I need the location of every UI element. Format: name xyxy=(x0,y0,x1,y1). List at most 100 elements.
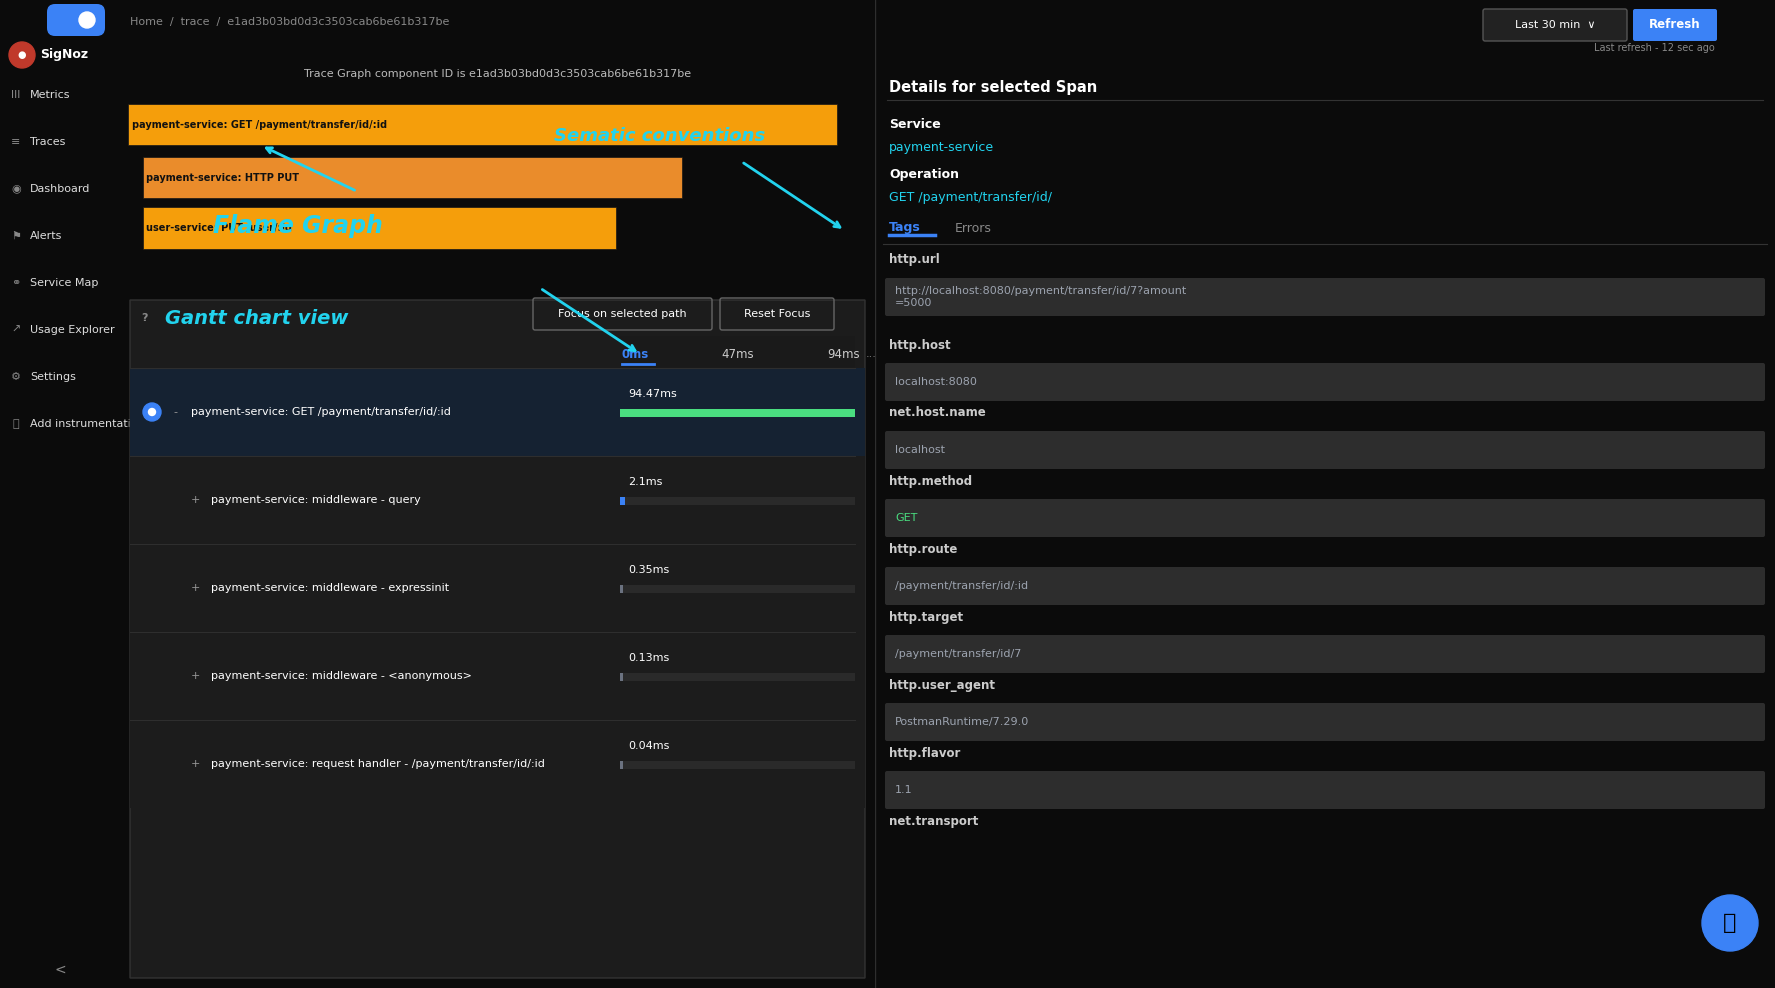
Text: Reset Focus: Reset Focus xyxy=(744,309,809,319)
Text: http.flavor: http.flavor xyxy=(889,747,960,760)
FancyBboxPatch shape xyxy=(130,720,864,808)
Text: ...: ... xyxy=(866,349,877,359)
Text: http://localhost:8080/payment/transfer/id/7?amount
=5000: http://localhost:8080/payment/transfer/i… xyxy=(895,287,1186,308)
Text: ⚙: ⚙ xyxy=(11,372,21,382)
Text: +: + xyxy=(190,495,199,505)
FancyBboxPatch shape xyxy=(130,368,864,456)
Text: Last 30 min  ∨: Last 30 min ∨ xyxy=(1514,20,1596,30)
Text: http.user_agent: http.user_agent xyxy=(889,679,996,692)
Text: payment-service: middleware - <anonymous>: payment-service: middleware - <anonymous… xyxy=(211,671,472,681)
Text: http.target: http.target xyxy=(889,611,964,623)
Text: Home  /  trace  /  e1ad3b03bd0d3c3503cab6be61b317be: Home / trace / e1ad3b03bd0d3c3503cab6be6… xyxy=(130,18,449,28)
Text: ?: ? xyxy=(142,313,149,323)
Text: http.method: http.method xyxy=(889,474,973,487)
FancyBboxPatch shape xyxy=(619,409,856,417)
FancyBboxPatch shape xyxy=(619,336,856,370)
FancyBboxPatch shape xyxy=(886,278,1764,316)
Text: user-service: PUT /user/:id: user-service: PUT /user/:id xyxy=(147,223,293,233)
FancyBboxPatch shape xyxy=(130,544,864,632)
FancyBboxPatch shape xyxy=(619,409,856,417)
Text: http.host: http.host xyxy=(889,339,951,352)
FancyBboxPatch shape xyxy=(619,585,623,593)
Text: -: - xyxy=(172,407,178,417)
Text: <: < xyxy=(55,963,66,977)
FancyBboxPatch shape xyxy=(142,207,616,249)
Text: 1.1: 1.1 xyxy=(895,785,912,795)
Text: payment-service: payment-service xyxy=(889,141,994,154)
Text: /payment/transfer/id/7: /payment/transfer/id/7 xyxy=(895,649,1021,659)
Text: Refresh: Refresh xyxy=(1649,19,1700,32)
Text: Add instrumentation: Add instrumentation xyxy=(30,419,146,429)
Text: http.url: http.url xyxy=(889,254,939,267)
FancyBboxPatch shape xyxy=(1482,9,1628,41)
Text: ●: ● xyxy=(18,50,27,60)
FancyBboxPatch shape xyxy=(46,4,105,36)
Text: payment-service: middleware - query: payment-service: middleware - query xyxy=(211,495,421,505)
Text: Errors: Errors xyxy=(955,221,992,234)
Text: GET: GET xyxy=(895,513,918,523)
FancyBboxPatch shape xyxy=(886,567,1764,605)
FancyBboxPatch shape xyxy=(886,635,1764,673)
Text: Dashboard: Dashboard xyxy=(30,184,91,194)
Text: ⚭: ⚭ xyxy=(11,278,21,288)
Text: /payment/transfer/id/:id: /payment/transfer/id/:id xyxy=(895,581,1028,591)
Text: PostmanRuntime/7.29.0: PostmanRuntime/7.29.0 xyxy=(895,717,1030,727)
Text: Alerts: Alerts xyxy=(30,231,62,241)
Text: Service Map: Service Map xyxy=(30,278,98,288)
Text: ◉: ◉ xyxy=(11,184,21,194)
Text: +: + xyxy=(190,759,199,769)
Text: GET /payment/transfer/id/: GET /payment/transfer/id/ xyxy=(889,192,1053,205)
Text: Sematic conventions: Sematic conventions xyxy=(554,127,765,145)
Text: payment-service: request handler - /payment/transfer/id/:id: payment-service: request handler - /paym… xyxy=(211,759,545,769)
Text: net.host.name: net.host.name xyxy=(889,406,985,420)
Text: Tags: Tags xyxy=(889,221,921,234)
Text: Flame Graph: Flame Graph xyxy=(213,213,383,238)
Text: Usage Explorer: Usage Explorer xyxy=(30,325,115,335)
Text: payment-service: middleware - expressinit: payment-service: middleware - expressini… xyxy=(211,583,449,593)
Text: net.transport: net.transport xyxy=(889,814,978,828)
Text: localhost: localhost xyxy=(895,445,944,455)
FancyBboxPatch shape xyxy=(619,673,856,681)
Text: Last refresh - 12 sec ago: Last refresh - 12 sec ago xyxy=(1594,43,1715,53)
Text: 94.47ms: 94.47ms xyxy=(628,389,676,399)
FancyBboxPatch shape xyxy=(619,585,856,593)
Text: http.route: http.route xyxy=(889,542,957,555)
Text: Gantt chart view: Gantt chart view xyxy=(165,308,348,327)
FancyBboxPatch shape xyxy=(619,761,623,769)
FancyBboxPatch shape xyxy=(130,300,864,978)
FancyBboxPatch shape xyxy=(619,761,856,769)
FancyBboxPatch shape xyxy=(886,703,1764,741)
Text: payment-service: GET /payment/transfer/id/:id: payment-service: GET /payment/transfer/i… xyxy=(131,120,387,129)
Text: ⚑: ⚑ xyxy=(11,231,21,241)
Text: ⛓: ⛓ xyxy=(12,419,20,429)
Text: Settings: Settings xyxy=(30,372,76,382)
Text: ↗: ↗ xyxy=(11,325,21,335)
FancyBboxPatch shape xyxy=(130,456,864,544)
Text: +: + xyxy=(190,583,199,593)
FancyBboxPatch shape xyxy=(142,157,682,199)
Text: payment-service: GET /payment/transfer/id/:id: payment-service: GET /payment/transfer/i… xyxy=(192,407,451,417)
FancyBboxPatch shape xyxy=(886,431,1764,469)
Text: ≡: ≡ xyxy=(11,137,21,147)
Circle shape xyxy=(144,403,162,421)
FancyBboxPatch shape xyxy=(1633,9,1716,41)
FancyBboxPatch shape xyxy=(130,632,864,720)
Text: 47ms: 47ms xyxy=(721,348,754,361)
Text: 0.35ms: 0.35ms xyxy=(628,565,669,575)
Text: +: + xyxy=(190,671,199,681)
Text: Details for selected Span: Details for selected Span xyxy=(889,80,1097,96)
Text: 0ms: 0ms xyxy=(621,348,650,361)
Text: Service: Service xyxy=(889,119,941,131)
Text: 0.04ms: 0.04ms xyxy=(628,741,669,751)
Text: SigNoz: SigNoz xyxy=(41,48,89,61)
FancyBboxPatch shape xyxy=(619,497,856,505)
FancyBboxPatch shape xyxy=(886,363,1764,401)
Text: 2.1ms: 2.1ms xyxy=(628,477,662,487)
Text: 💬: 💬 xyxy=(1724,913,1736,933)
Text: Operation: Operation xyxy=(889,169,958,182)
Text: Trace Graph component ID is e1ad3b03bd0d3c3503cab6be61b317be: Trace Graph component ID is e1ad3b03bd0d… xyxy=(304,69,690,79)
Circle shape xyxy=(80,12,96,28)
FancyBboxPatch shape xyxy=(128,104,838,145)
Text: 94ms: 94ms xyxy=(827,348,859,361)
Text: Focus on selected path: Focus on selected path xyxy=(557,309,687,319)
